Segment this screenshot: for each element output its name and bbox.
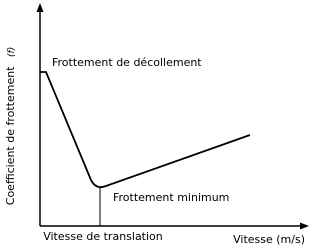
y-axis-label-text: Coefficient de frottement bbox=[4, 66, 17, 205]
x-axis-label: Vitesse (m/s) bbox=[233, 233, 305, 246]
breakaway-label: Frottement de décollement bbox=[52, 56, 202, 69]
diagram: Frottement de décollement Frottement min… bbox=[4, 3, 309, 246]
transition-speed-label: Vitesse de translation bbox=[43, 230, 163, 243]
y-axis-symbol: (f) bbox=[7, 47, 17, 57]
x-axis-arrow bbox=[300, 222, 309, 230]
y-axis-label: Coefficient de frottement (f) bbox=[4, 47, 17, 205]
minimum-label: Frottement minimum bbox=[113, 191, 229, 204]
friction-curve bbox=[40, 71, 251, 189]
y-axis-arrow bbox=[36, 3, 44, 12]
